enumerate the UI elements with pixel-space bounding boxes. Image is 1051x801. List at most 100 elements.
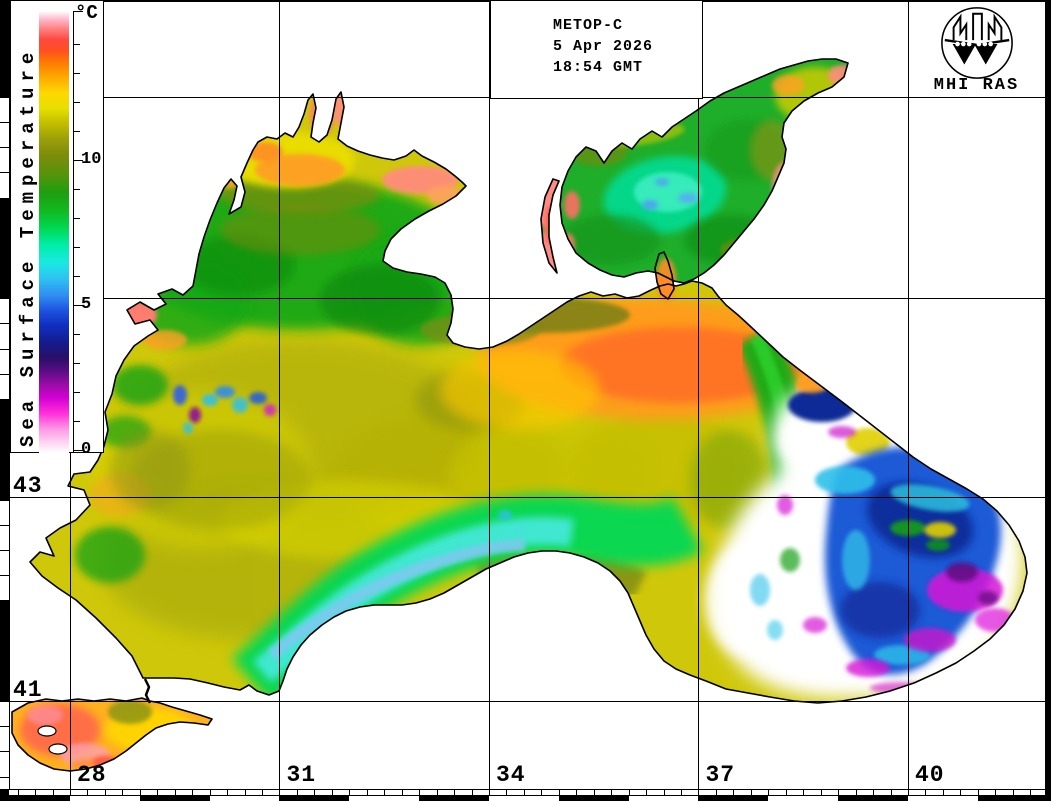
lon-ruler-tick xyxy=(331,790,333,795)
lat-ruler-segment xyxy=(0,701,9,789)
lon-ruler-tick xyxy=(227,790,229,795)
lon-ruler-tick xyxy=(977,790,979,795)
lat-ruler-tick xyxy=(0,575,9,577)
lon-ruler-tick xyxy=(70,790,71,795)
lon-ruler-tick xyxy=(628,790,630,795)
lon-ruler-tick xyxy=(52,790,54,795)
colorbar-axis xyxy=(73,11,74,453)
lon-ruler-tick xyxy=(541,790,543,795)
lon-ruler-tick xyxy=(488,790,490,795)
lon-ruler-tick xyxy=(244,790,246,795)
lon-ruler-segment xyxy=(907,795,978,801)
lon-ruler-segment xyxy=(977,795,1045,801)
latitude-label-43: 43 xyxy=(13,473,43,499)
lon-ruler-tick xyxy=(139,790,141,795)
lon-ruler-tick xyxy=(558,790,560,795)
coastlines xyxy=(11,58,1028,772)
lat-ruler-tick xyxy=(0,348,9,350)
lat-ruler-tick xyxy=(0,71,9,73)
colorbar-tick-13 xyxy=(74,73,80,75)
lon-ruler-tick xyxy=(157,790,159,795)
lon-ruler-segment xyxy=(9,795,70,801)
lat-ruler-tick xyxy=(0,147,9,149)
ruler-corner xyxy=(0,790,9,801)
lon-ruler-tick xyxy=(35,790,37,795)
lon-ruler-segment xyxy=(419,795,489,801)
lon-ruler-tick xyxy=(698,790,700,795)
mhi-ras-emblem-icon xyxy=(941,7,1013,79)
lon-ruler-tick xyxy=(122,790,124,795)
lon-ruler-segment xyxy=(349,795,420,801)
colorbar-tick-label-5: 5 xyxy=(81,295,92,315)
longitude-ruler xyxy=(0,789,1051,801)
lon-ruler-tick xyxy=(419,790,421,795)
lon-ruler-tick xyxy=(314,790,316,795)
colorbar-tick-11 xyxy=(74,131,80,133)
colorbar-tick-14 xyxy=(74,44,80,46)
lon-ruler-tick xyxy=(401,790,403,795)
lon-ruler-tick xyxy=(296,790,298,795)
lat-ruler-tick xyxy=(0,298,9,300)
latitude-ruler xyxy=(0,2,10,789)
lat-ruler-tick xyxy=(0,751,9,753)
grid-line-lon-31 xyxy=(279,2,281,789)
lat-ruler-segment xyxy=(0,2,9,97)
grid-line-lat-41 xyxy=(9,701,1045,702)
lon-ruler-tick xyxy=(436,790,438,795)
lon-ruler-tick xyxy=(995,790,997,795)
lat-ruler-tick xyxy=(0,625,9,627)
lat-ruler-segment xyxy=(0,96,9,198)
lat-ruler-tick xyxy=(0,650,9,652)
lon-ruler-tick xyxy=(907,790,909,795)
lon-ruler-tick xyxy=(454,790,456,795)
lon-ruler-tick xyxy=(1012,790,1014,795)
lon-ruler-tick xyxy=(87,790,89,795)
lon-ruler-tick xyxy=(506,790,508,795)
colorbar-tick-3 xyxy=(74,363,80,365)
lat-ruler-tick xyxy=(0,398,9,400)
frame-right-border xyxy=(1045,0,1051,801)
lat-ruler-tick xyxy=(0,172,9,174)
sst-legend: Sea Surface Temperature 0 5 10 °C xyxy=(10,0,104,459)
lon-ruler-tick xyxy=(960,790,962,795)
lon-ruler-segment xyxy=(209,795,280,801)
lon-ruler-tick xyxy=(681,790,682,795)
lon-ruler-segment xyxy=(698,795,769,801)
marmara-islands xyxy=(37,725,68,755)
lon-ruler-tick xyxy=(785,790,787,795)
longitude-label-28: 28 xyxy=(77,762,107,788)
lon-ruler-tick xyxy=(768,790,770,795)
lon-ruler-tick xyxy=(838,790,840,795)
satellite-info-box: METOP-C 5 Apr 2026 18:54 GMT xyxy=(490,0,703,99)
grid-line-lon-40 xyxy=(907,2,909,789)
lon-ruler-tick xyxy=(209,790,211,795)
lon-ruler-tick xyxy=(803,790,805,795)
lon-ruler-tick xyxy=(384,790,386,795)
lon-ruler-segment xyxy=(70,795,140,801)
colorbar-tick-2 xyxy=(74,392,80,394)
colorbar-tick-1 xyxy=(74,421,80,423)
lon-ruler-segment xyxy=(628,795,699,801)
lon-ruler-tick xyxy=(349,790,351,795)
satellite-name: METOP-C xyxy=(553,17,624,34)
lat-ruler-tick xyxy=(0,96,9,98)
colorbar-tick-4 xyxy=(74,334,80,336)
colorbar-tick-label-10: 10 xyxy=(81,150,102,170)
grid-line-lat-45 xyxy=(9,298,1045,299)
lon-ruler-tick xyxy=(750,790,752,795)
lon-ruler-tick xyxy=(646,790,648,795)
lat-ruler-tick xyxy=(0,273,9,275)
lat-ruler-tick xyxy=(0,373,9,375)
bosphorus-strait xyxy=(143,678,152,704)
lon-ruler-tick xyxy=(576,790,578,795)
lon-ruler-tick xyxy=(820,790,822,795)
lat-ruler-tick xyxy=(0,323,9,325)
lon-ruler-tick xyxy=(262,790,264,795)
lon-ruler-tick xyxy=(715,790,717,795)
colorbar-tick-8 xyxy=(74,218,80,220)
colorbar-tick-5 xyxy=(74,305,83,307)
lon-ruler-tick xyxy=(663,790,665,795)
lon-ruler-tick xyxy=(174,790,176,795)
lat-ruler-tick xyxy=(0,524,9,526)
